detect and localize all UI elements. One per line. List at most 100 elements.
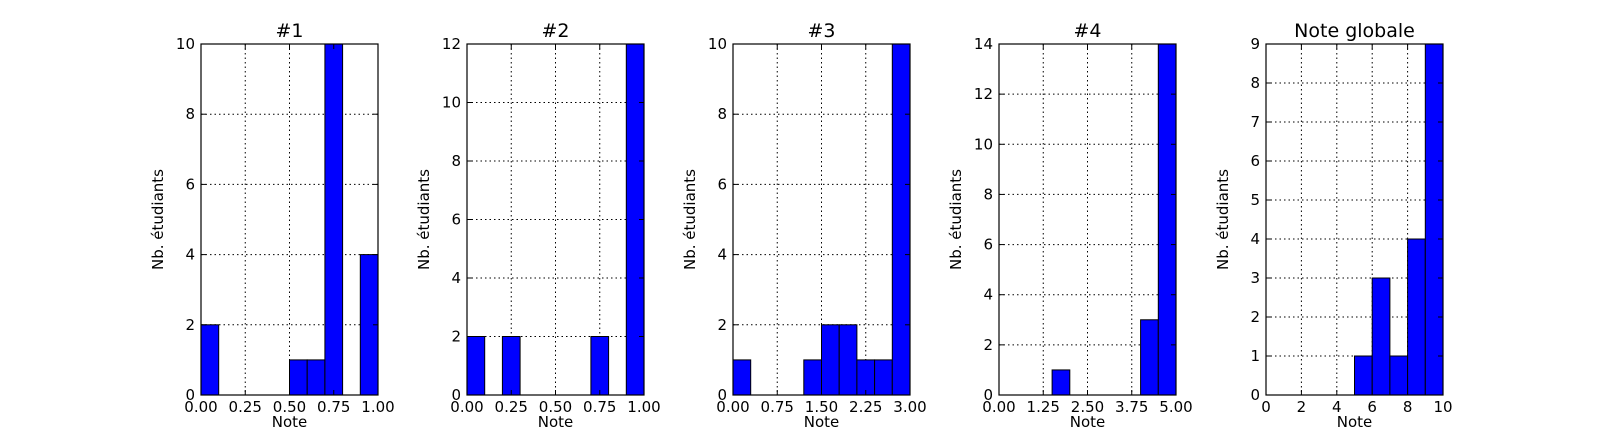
histogram-bar [501,336,521,396]
histogram-bar [466,336,486,396]
y-tick-label: 7 [1250,113,1260,131]
histogram-bar [1140,319,1159,396]
histogram-bar [324,43,344,396]
y-tick-label: 4 [185,246,195,264]
y-tick-label: 12 [442,35,461,53]
y-axis-label: Nb. étudiants [149,169,167,270]
y-tick-label: 6 [983,236,993,254]
histogram-bar [1424,43,1444,396]
histogram-bar [874,359,893,396]
x-tick-label: 10 [1433,398,1452,416]
histogram-bar [1157,43,1177,396]
y-tick-label: 10 [176,35,195,53]
y-tick-label: 6 [451,211,461,229]
subplot-2: 0.00 0.25 0.50 0.75 1.00 0 2 4 6 8 10 12 #2 Note Nb. é… [415,20,661,431]
y-tick-label: 8 [185,105,195,123]
x-tick-label: 1.50 [805,398,838,416]
x-tick-label: 0 [1261,398,1271,416]
y-tick-label: 9 [1250,35,1260,53]
histogram-bar [200,324,220,396]
x-axis-label: Note [1070,413,1106,431]
histogram-bar [590,336,610,396]
subplot-title: #3 [807,20,835,42]
y-tick-label: 2 [1250,308,1260,326]
histogram-bar [803,359,822,396]
y-tick-label: 10 [708,35,727,53]
x-tick-label: 2.50 [1071,398,1104,416]
y-axis-label: Nb. étudiants [947,169,965,270]
y-tick-label: 4 [1250,230,1260,248]
y-tick-label: 10 [974,135,993,153]
y-tick-label: 6 [185,175,195,193]
y-tick-label: 8 [1250,74,1260,92]
x-tick-label: 1.00 [627,398,660,416]
x-tick-label: 0.75 [761,398,794,416]
histogram-bar [732,359,752,396]
y-tick-label: 4 [717,246,727,264]
y-tick-label: 0 [451,386,461,404]
x-tick-label: 0.25 [229,398,262,416]
y-tick-label: 0 [185,386,195,404]
x-tick-label: 0.00 [450,398,483,416]
y-tick-label: 0 [1250,386,1260,404]
subplot-5: 0 2 4 6 8 10 0 1 2 3 4 5 6 7 8 9 Note globale Note Nb. étu… [1214,20,1453,431]
x-tick-label: 1.25 [1027,398,1060,416]
histogram-bar [306,359,326,396]
y-tick-label: 0 [983,386,993,404]
y-tick-label: 10 [442,94,461,112]
x-tick-label: 0.00 [982,398,1015,416]
x-tick-label: 0.75 [583,398,616,416]
y-tick-label: 2 [983,336,993,354]
y-tick-label: 5 [1250,191,1260,209]
x-tick-label: 4 [1332,398,1342,416]
subplot-title: Note globale [1294,20,1415,42]
y-tick-label: 12 [974,85,993,103]
x-tick-label: 0.75 [317,398,350,416]
y-tick-label: 8 [451,152,461,170]
histogram-bar [289,359,308,396]
y-axis-label: Nb. étudiants [681,169,699,270]
y-tick-label: 6 [1250,152,1260,170]
x-tick-label: 0.50 [539,398,572,416]
y-axis-label: Nb. étudiants [415,169,433,270]
histogram-bar [1051,369,1071,396]
x-tick-label: 3.75 [1115,398,1148,416]
subplot-title: #2 [541,20,569,42]
histogram-bar [1371,277,1391,396]
subplot-title: #1 [275,20,303,42]
x-tick-label: 0.50 [273,398,306,416]
x-axis-label: Note [538,413,574,431]
y-tick-label: 6 [717,175,727,193]
y-tick-label: 4 [451,269,461,287]
histogram-bar [856,359,876,396]
y-tick-label: 2 [451,328,461,346]
histogram-bar [838,324,858,396]
y-tick-label: 2 [717,316,727,334]
x-tick-label: 2.25 [849,398,882,416]
subplot-title: #4 [1073,20,1101,42]
y-tick-label: 1 [1250,347,1260,365]
histogram-bar [1389,355,1409,396]
x-tick-label: 2 [1297,398,1307,416]
y-tick-label: 3 [1250,269,1260,287]
subplot-1: 0.00 0.25 0.50 0.75 1.00 0 2 4 6 8 10 #1 Note Nb. étu… [149,20,395,431]
x-tick-label: 5.00 [1159,398,1192,416]
x-tick-label: 0.25 [495,398,528,416]
x-tick-label: 6 [1367,398,1377,416]
y-tick-label: 8 [983,185,993,203]
y-tick-label: 8 [717,105,727,123]
x-tick-label: 3.00 [893,398,926,416]
plot-frame [1265,43,1444,396]
x-tick-label: 0.00 [184,398,217,416]
histogram-bar [891,43,911,396]
y-tick-label: 4 [983,286,993,304]
y-axis-label: Nb. étudiants [1214,169,1232,270]
x-tick-label: 0.00 [716,398,749,416]
x-tick-label: 8 [1403,398,1413,416]
y-tick-label: 14 [974,35,993,53]
histogram-bar [1354,355,1373,396]
histogram-bar [1407,238,1426,396]
histogram-bar [821,324,840,396]
